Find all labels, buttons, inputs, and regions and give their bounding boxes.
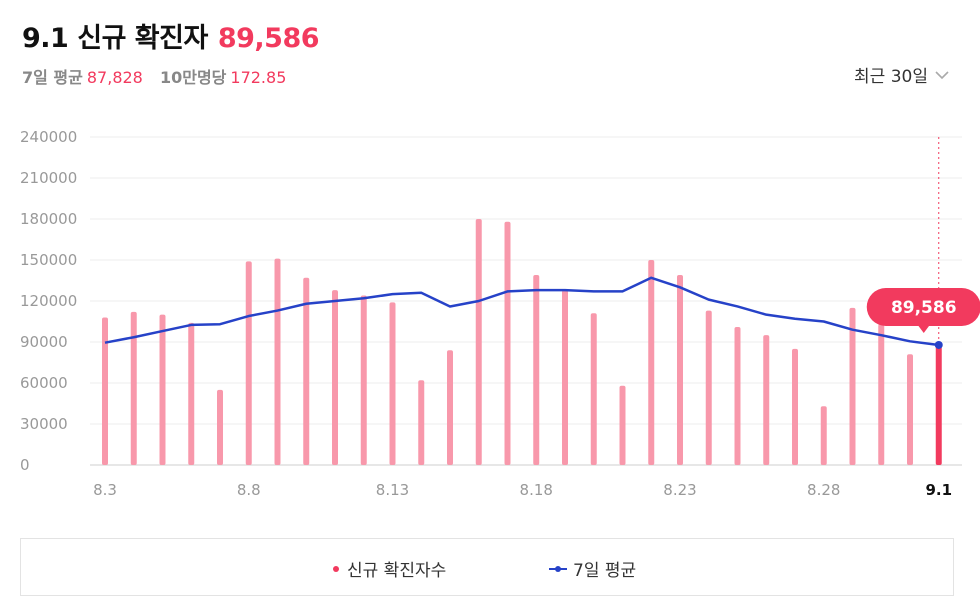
bar-8.19: [562, 290, 568, 465]
legend-label-avg: 7일 평균: [573, 561, 637, 581]
y-tick-label: 180000: [20, 210, 77, 228]
bar-8.31: [907, 354, 913, 465]
x-tick-label: 8.23: [663, 481, 696, 499]
avg-line-end-point: [934, 340, 943, 349]
y-tick-label: 120000: [20, 292, 77, 310]
bar-8.9: [274, 258, 281, 465]
y-tick-label: 210000: [20, 169, 77, 187]
bar-8.17: [504, 221, 511, 465]
bar-8.12: [360, 295, 367, 465]
x-tick-label: 8.3: [93, 481, 117, 499]
chevron-down-icon: [935, 70, 949, 79]
x-tick-label: 8.13: [376, 481, 409, 499]
bar-8.27: [792, 348, 798, 465]
summary-line: 7일 평균 87,828 10만명당 172.85: [22, 64, 298, 88]
bar-8.18: [533, 275, 540, 465]
bar-8.25: [734, 326, 741, 465]
title-date: 9.1 신규 확진자: [22, 23, 208, 54]
per100k-label: 10만명당: [159, 68, 227, 87]
legend-item-daily[interactable]: 신규 확진자수: [333, 556, 446, 581]
page-title: 9.1 신규 확진자 89,586: [22, 16, 320, 55]
bar-8.16: [475, 219, 482, 465]
tooltip-pointer: [917, 325, 930, 333]
cases-chart: 240000 210000 180000 150000 120000 90000 60000…: [20, 128, 980, 499]
period-select[interactable]: 최근 30일: [854, 62, 950, 87]
bar-8.30: [878, 324, 885, 465]
per100k-value: 172.85: [230, 68, 287, 87]
bar-8.11: [332, 290, 338, 465]
bar-8.26: [763, 335, 770, 465]
bar-8.24: [705, 310, 712, 465]
bar-8.29: [849, 307, 856, 465]
bar-8.21: [619, 385, 626, 465]
bar-8.3: [102, 317, 108, 465]
title-total: 89,586: [217, 23, 320, 54]
bar-8.4: [130, 311, 137, 465]
y-tick-label: 240000: [20, 128, 77, 146]
x-tick-label: 9.1: [925, 481, 952, 499]
bar-8.14: [418, 380, 425, 465]
bar-8.15: [447, 350, 453, 465]
x-tick-label: 8.8: [237, 481, 261, 499]
legend-label-daily: 신규 확진자수: [347, 561, 447, 581]
bar-8.22: [648, 260, 655, 465]
bar-8.6: [188, 322, 195, 465]
avg7-label: 7일 평균: [22, 68, 83, 87]
period-label: 최근 30일: [854, 67, 928, 87]
tooltip-value: 89,586: [891, 298, 957, 318]
bar-8.28: [820, 406, 827, 465]
y-tick-label: 30000: [20, 415, 68, 433]
y-tick-label: 0: [20, 456, 30, 474]
x-tick-label: 8.28: [807, 481, 840, 499]
y-tick-label: 60000: [20, 374, 68, 392]
bar-8.5: [159, 314, 166, 465]
x-tick-label: 8.18: [520, 481, 553, 499]
avg7-value: 87,828: [86, 68, 143, 87]
bar-8.8: [245, 261, 252, 465]
legend: 신규 확진자수 7일 평균: [20, 538, 954, 596]
y-tick-label: 90000: [20, 333, 68, 351]
bar-9.1: [935, 342, 942, 465]
bar-8.10: [303, 277, 310, 465]
bar-8.7: [217, 389, 223, 465]
bar-8.13: [389, 302, 396, 465]
legend-line-avg: [549, 565, 567, 572]
avg-line: [104, 276, 939, 347]
bar-8.23: [677, 275, 683, 465]
tooltip-bubble: [866, 288, 980, 326]
bar-8.20: [590, 313, 597, 465]
legend-item-avg[interactable]: 7일 평균: [549, 556, 636, 581]
legend-dot-daily: [333, 565, 339, 572]
y-tick-label: 150000: [20, 251, 77, 269]
